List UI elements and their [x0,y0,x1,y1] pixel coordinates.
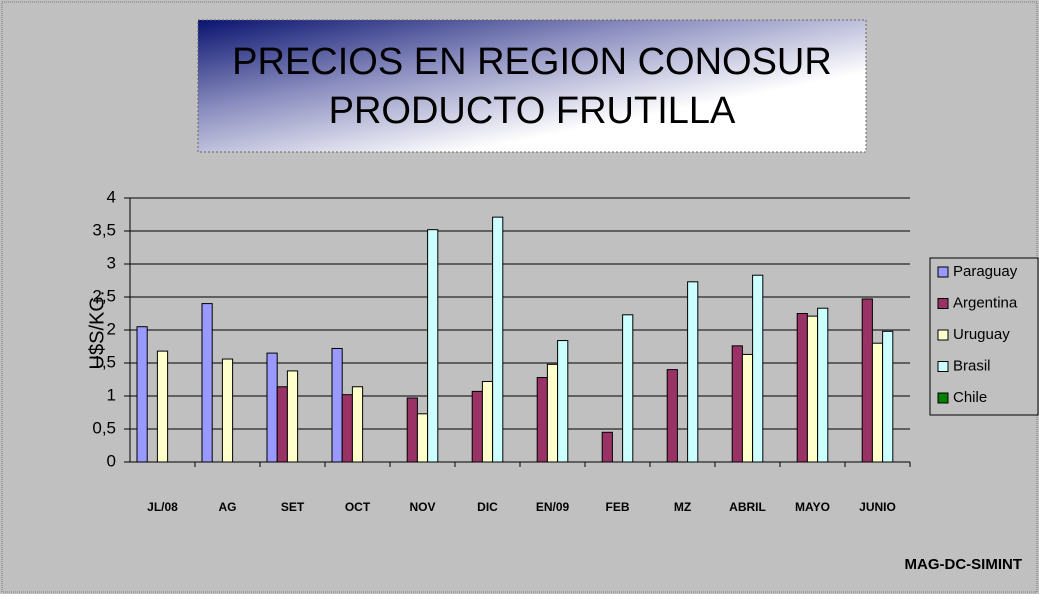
bar [882,330,894,463]
bar [221,358,234,463]
bar [871,342,884,463]
bar [817,307,829,463]
y-tick-label: 0,5 [92,418,116,437]
bar [622,314,634,463]
chart-title: PRODUCTO FRUTILLA [329,90,736,132]
y-tick-label: 2 [107,319,116,338]
y-tick-label: 0 [107,451,116,470]
x-tick-label: MAYO [795,500,830,514]
legend-swatch [937,329,949,341]
legend-label: Paraguay [953,263,1018,280]
bar [276,386,288,463]
y-tick-label: 3,5 [92,220,116,239]
bar [796,313,808,463]
y-tick-label: 1,5 [92,352,116,371]
bar [471,390,483,463]
chart-title: PRECIOS EN REGION CONOSUR [232,41,832,83]
x-tick-label: AG [219,500,237,514]
y-tick-label: 1 [107,385,116,404]
bar [557,340,569,463]
legend-swatch [937,266,949,278]
bar [687,281,699,463]
x-tick-label: MZ [674,500,691,514]
x-tick-label: OCT [345,500,371,514]
legend-swatch [937,392,949,404]
bar [286,370,299,463]
x-tick-label: EN/09 [536,500,570,514]
legend-label: Brasil [953,357,991,374]
bar [201,303,213,463]
y-tick-label: 4 [107,187,116,206]
bar [492,216,504,463]
x-tick-label: JL/08 [147,500,178,514]
title-box [197,19,867,153]
x-tick-label: FEB [606,500,630,514]
x-tick-label: JUNIO [859,500,896,514]
x-tick-label: ABRIL [729,500,766,514]
legend-label: Uruguay [953,326,1010,343]
bar [861,298,873,463]
legend-swatch [937,361,949,372]
bar [601,431,613,463]
legend-swatch [937,298,949,309]
x-tick-label: DIC [477,500,498,514]
bar [331,347,343,463]
bar [741,353,754,463]
bar [136,326,148,463]
bar [266,352,278,463]
bar [416,413,429,463]
bar [427,229,439,463]
legend-label: Chile [953,389,987,406]
x-tick-label: NOV [409,500,435,514]
bar [731,345,743,463]
bar [406,397,418,463]
legend-label: Argentina [953,294,1018,311]
y-tick-label: 3 [107,253,116,272]
bar [546,363,559,463]
y-tick-label: 2,5 [92,286,116,305]
bar [341,394,353,463]
bar [351,386,364,463]
bar [752,274,764,463]
x-tick-label: SET [281,500,305,514]
y-axis-label: U$S/KG. [86,291,108,370]
bar [481,380,494,463]
bar [536,377,548,463]
bar [156,350,169,463]
bar [806,315,819,463]
source: MAG-DC-SIMINT [905,556,1022,573]
bar [666,369,678,463]
